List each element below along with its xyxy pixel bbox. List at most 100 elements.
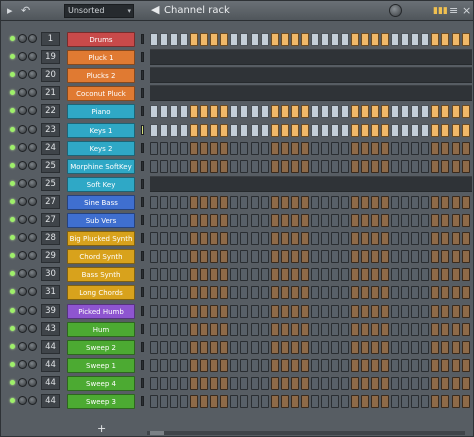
step-button[interactable]: [160, 395, 169, 408]
step-button[interactable]: [431, 33, 440, 46]
step-button[interactable]: [180, 340, 189, 354]
pan-knob[interactable]: [18, 305, 27, 315]
step-button[interactable]: [200, 232, 209, 246]
mixer-track-number[interactable]: 44: [41, 394, 60, 408]
mute-led[interactable]: [10, 253, 15, 259]
step-button[interactable]: [160, 105, 169, 119]
step-button[interactable]: [371, 268, 380, 282]
step-button[interactable]: [381, 105, 390, 119]
pan-knob[interactable]: [18, 396, 27, 405]
step-button[interactable]: [220, 159, 229, 173]
step-button[interactable]: [190, 286, 199, 300]
step-button[interactable]: [461, 250, 470, 264]
step-button[interactable]: [250, 214, 259, 227]
step-button[interactable]: [180, 358, 189, 372]
channel-name-button[interactable]: Sub Vers: [67, 213, 135, 228]
step-button[interactable]: [290, 286, 299, 300]
step-button[interactable]: [431, 322, 440, 336]
step-button[interactable]: [230, 268, 239, 282]
step-button[interactable]: [240, 340, 249, 354]
step-button[interactable]: [441, 141, 450, 155]
channel-name-button[interactable]: Sine Bass: [67, 194, 135, 210]
step-button[interactable]: [401, 232, 410, 246]
step-button[interactable]: [351, 33, 359, 46]
step-button[interactable]: [190, 232, 199, 246]
step-button[interactable]: [461, 395, 470, 408]
channel-name-button[interactable]: Keys 2: [67, 140, 135, 156]
step-button[interactable]: [230, 123, 239, 137]
step-button[interactable]: [250, 286, 259, 300]
step-button[interactable]: [240, 376, 249, 390]
step-button[interactable]: [361, 304, 370, 318]
step-button[interactable]: [160, 286, 169, 300]
step-button[interactable]: [150, 286, 158, 300]
step-button[interactable]: [451, 340, 460, 354]
channel-name-button[interactable]: Sweep 3: [67, 394, 135, 409]
step-button[interactable]: [310, 268, 319, 282]
step-button[interactable]: [290, 232, 299, 246]
step-button[interactable]: [371, 395, 380, 408]
step-button[interactable]: [451, 304, 460, 318]
step-button[interactable]: [310, 232, 319, 246]
channel-name-button[interactable]: Bass Synth: [67, 267, 135, 283]
step-button[interactable]: [381, 304, 390, 318]
step-button[interactable]: [200, 340, 209, 354]
piano-roll-preview[interactable]: [150, 85, 472, 102]
step-button[interactable]: [411, 395, 420, 408]
step-button[interactable]: [340, 340, 349, 354]
step-button[interactable]: [300, 33, 309, 46]
step-button[interactable]: [230, 33, 239, 46]
step-button[interactable]: [431, 105, 440, 119]
mute-led[interactable]: [10, 235, 15, 241]
step-button[interactable]: [180, 159, 189, 173]
step-button[interactable]: [160, 141, 169, 155]
step-button[interactable]: [300, 141, 309, 155]
step-button[interactable]: [160, 159, 169, 173]
step-button[interactable]: [441, 395, 450, 408]
step-button[interactable]: [200, 141, 209, 155]
step-button[interactable]: [330, 304, 339, 318]
step-button[interactable]: [150, 250, 158, 264]
step-button[interactable]: [290, 105, 299, 119]
channel-name-button[interactable]: Coconut Pluck: [67, 86, 135, 102]
step-button[interactable]: [371, 358, 380, 372]
step-button[interactable]: [270, 376, 279, 390]
step-button[interactable]: [190, 340, 199, 354]
pan-knob[interactable]: [18, 251, 27, 261]
mute-led[interactable]: [10, 361, 15, 367]
step-button[interactable]: [461, 195, 470, 209]
pan-knob[interactable]: [18, 88, 27, 98]
channel-select-indicator[interactable]: [141, 359, 144, 370]
volume-knob[interactable]: [28, 305, 37, 315]
step-button[interactable]: [220, 358, 229, 372]
step-button[interactable]: [200, 322, 209, 336]
step-button[interactable]: [461, 123, 470, 137]
step-button[interactable]: [381, 33, 390, 46]
step-button[interactable]: [160, 358, 169, 372]
pan-knob[interactable]: [18, 142, 27, 152]
step-button[interactable]: [300, 214, 309, 227]
volume-knob[interactable]: [28, 341, 37, 351]
step-button[interactable]: [411, 123, 420, 137]
step-button[interactable]: [421, 232, 430, 246]
pan-knob[interactable]: [18, 70, 27, 80]
volume-knob[interactable]: [28, 142, 37, 152]
volume-knob[interactable]: [28, 124, 37, 134]
step-button[interactable]: [461, 214, 470, 227]
step-button[interactable]: [320, 340, 329, 354]
step-button[interactable]: [220, 214, 229, 227]
step-button[interactable]: [310, 123, 319, 137]
step-button[interactable]: [310, 250, 319, 264]
step-button[interactable]: [200, 376, 209, 390]
step-button[interactable]: [411, 376, 420, 390]
step-button[interactable]: [160, 195, 169, 209]
step-button[interactable]: [170, 159, 179, 173]
step-button[interactable]: [250, 322, 259, 336]
step-button[interactable]: [391, 159, 400, 173]
step-button[interactable]: [300, 340, 309, 354]
step-button[interactable]: [431, 159, 440, 173]
channel-select-indicator[interactable]: [141, 52, 144, 63]
step-button[interactable]: [160, 322, 169, 336]
channel-select-indicator[interactable]: [141, 142, 144, 153]
step-button[interactable]: [260, 123, 269, 137]
